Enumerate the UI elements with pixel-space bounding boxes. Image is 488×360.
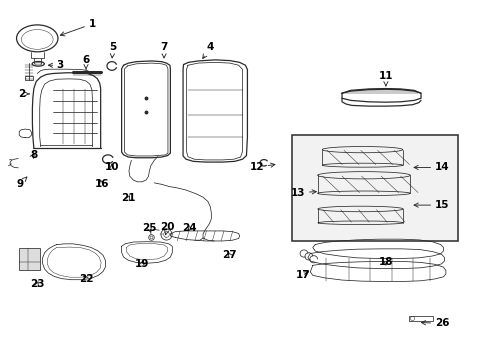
Text: 1: 1	[60, 19, 96, 36]
Text: 11: 11	[378, 71, 392, 86]
Bar	[24, 76, 33, 80]
Bar	[292, 135, 457, 241]
Text: 4: 4	[203, 42, 214, 59]
Text: 15: 15	[413, 200, 448, 210]
Ellipse shape	[35, 63, 42, 65]
Text: 19: 19	[135, 259, 149, 269]
Bar	[19, 248, 40, 270]
Text: 9: 9	[17, 177, 27, 189]
Text: 22: 22	[79, 274, 93, 284]
Text: 10: 10	[104, 162, 119, 172]
Text: 24: 24	[182, 224, 197, 233]
Text: 14: 14	[413, 162, 448, 172]
Text: 5: 5	[109, 42, 116, 58]
Text: 23: 23	[30, 279, 44, 289]
Text: 8: 8	[30, 150, 37, 160]
Text: 13: 13	[290, 188, 316, 198]
Text: 20: 20	[160, 222, 174, 235]
Text: 25: 25	[142, 224, 156, 233]
Text: 27: 27	[222, 250, 237, 260]
Text: 7: 7	[160, 42, 167, 58]
Text: 17: 17	[295, 270, 310, 280]
Text: 2: 2	[18, 89, 29, 99]
Text: 6: 6	[82, 55, 89, 69]
Text: 12: 12	[249, 162, 274, 172]
Text: 3: 3	[48, 60, 64, 70]
Text: 18: 18	[378, 257, 392, 267]
Bar	[408, 316, 432, 320]
Text: 26: 26	[421, 319, 448, 328]
Text: 21: 21	[121, 193, 136, 203]
Text: 16: 16	[94, 179, 109, 189]
